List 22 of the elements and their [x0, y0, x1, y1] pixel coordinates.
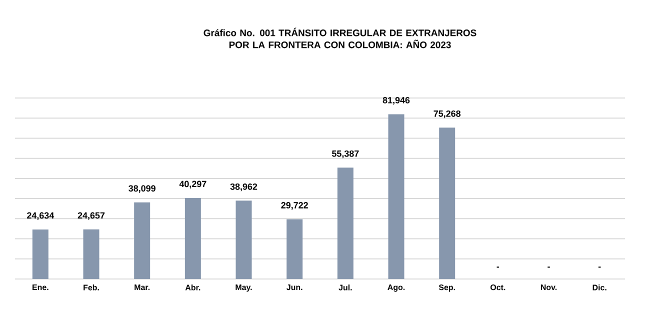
- data-label: 24,634: [27, 212, 54, 220]
- data-label: 75,268: [434, 110, 461, 118]
- data-label: 81,946: [382, 97, 410, 105]
- data-label: 24,657: [78, 212, 105, 220]
- bar: [134, 202, 150, 279]
- data-label: 38,962: [230, 183, 258, 192]
- data-label: 38,099: [128, 185, 156, 193]
- bar: [32, 229, 48, 279]
- bar: [184, 198, 201, 279]
- bar: [286, 219, 303, 279]
- data-label: 40,297: [179, 180, 206, 188]
- bar: [337, 168, 354, 279]
- text: -: [548, 266, 550, 268]
- text: -: [496, 266, 500, 268]
- data-label: 29,722: [281, 202, 308, 210]
- data-label: 55,387: [332, 150, 359, 158]
- bar: [439, 128, 456, 279]
- bar: [83, 229, 100, 279]
- bar: [236, 200, 252, 279]
- text: -: [598, 266, 601, 268]
- bar: [388, 114, 404, 279]
- chart-title: Gráfico No. 001 TRÁNSITO IRREGULAR DE EXTRANJEROS POR LA FRONTERA CON COLOMBIA: AÑO 2023: [204, 28, 476, 48]
